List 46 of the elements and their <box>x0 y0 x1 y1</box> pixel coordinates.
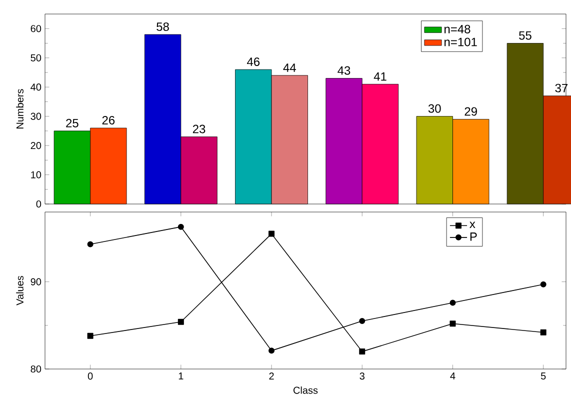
y-axis-title: Values <box>16 276 24 306</box>
y-tick-label: 30 <box>30 112 42 120</box>
x-tick-label: 2 <box>269 372 274 380</box>
data-label: 43 <box>338 66 350 75</box>
data-label: 41 <box>374 72 386 81</box>
point <box>178 224 184 230</box>
y-axis-title: Numbers <box>16 89 24 128</box>
legend-label: P <box>470 232 477 241</box>
point <box>178 318 184 325</box>
data-label: 30 <box>428 104 441 113</box>
data-label: 23 <box>192 124 206 134</box>
x-axis-title: Class <box>294 386 318 394</box>
legend-label: n=48 <box>444 24 470 34</box>
y-tick-label: 0 <box>36 200 42 208</box>
x-tick-label: 3 <box>360 372 364 380</box>
x-tick-label: 0 <box>88 372 93 380</box>
point <box>268 348 275 354</box>
point <box>450 320 456 327</box>
y-tick-label: 80 <box>30 365 42 373</box>
data-label: 58 <box>156 22 169 31</box>
point <box>450 300 456 306</box>
y-tick-label: 20 <box>30 142 42 150</box>
point <box>87 332 94 339</box>
point <box>359 318 366 324</box>
point <box>268 230 275 237</box>
y-tick-label: 40 <box>30 84 42 91</box>
x-tick-label: 1 <box>178 372 184 380</box>
point <box>87 241 94 248</box>
y-tick-label: 90 <box>30 278 42 286</box>
data-label: 29 <box>464 107 477 116</box>
y-tick-label: 10 <box>31 171 42 178</box>
x-tick-label: 4 <box>450 372 456 380</box>
y-tick-label: 50 <box>30 54 42 62</box>
y-tick-label: 60 <box>30 25 42 32</box>
data-label: 44 <box>283 64 296 72</box>
x-tick-label: 5 <box>540 372 546 380</box>
data-label: 26 <box>102 116 115 124</box>
data-label: 55 <box>519 31 532 40</box>
point <box>540 281 546 288</box>
point <box>359 348 366 355</box>
data-label: 37 <box>555 84 568 92</box>
legend-label: n=101 <box>444 38 477 46</box>
point <box>540 329 546 336</box>
data-label: 25 <box>66 118 78 128</box>
legend-label: x <box>470 222 476 228</box>
data-label: 46 <box>247 58 260 66</box>
